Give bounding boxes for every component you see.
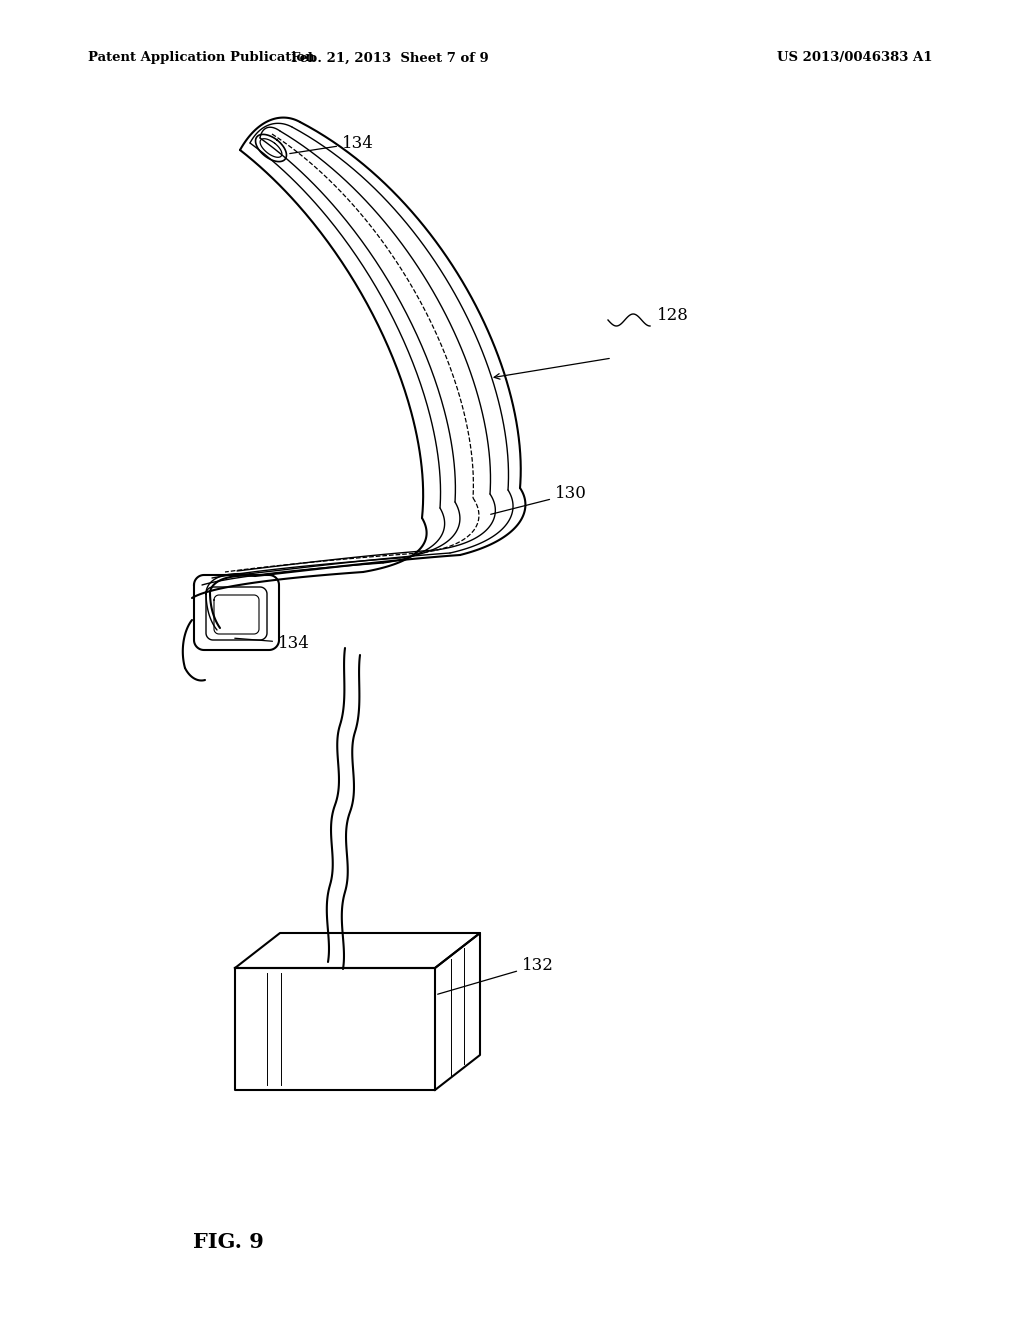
Text: 134: 134: [234, 635, 310, 652]
Text: US 2013/0046383 A1: US 2013/0046383 A1: [777, 51, 933, 65]
Text: FIG. 9: FIG. 9: [193, 1232, 264, 1251]
Text: Patent Application Publication: Patent Application Publication: [88, 51, 314, 65]
Text: 128: 128: [657, 306, 689, 323]
Text: Feb. 21, 2013  Sheet 7 of 9: Feb. 21, 2013 Sheet 7 of 9: [291, 51, 488, 65]
Text: 134: 134: [290, 135, 374, 153]
Text: 130: 130: [490, 486, 587, 515]
Text: 132: 132: [437, 957, 554, 994]
